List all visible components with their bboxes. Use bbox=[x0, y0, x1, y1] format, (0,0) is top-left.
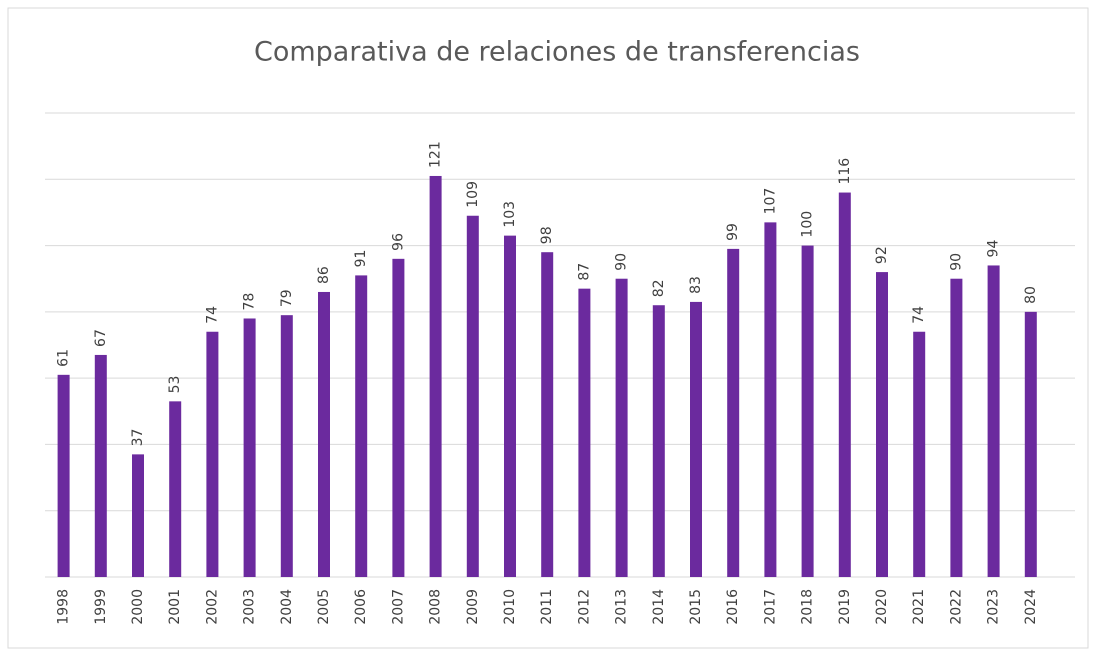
data-label: 90 bbox=[614, 253, 630, 271]
bar bbox=[355, 275, 368, 577]
bar bbox=[652, 305, 665, 577]
bar bbox=[950, 278, 963, 577]
x-tick-label: 2002 bbox=[204, 589, 220, 625]
bar bbox=[466, 215, 479, 577]
bar bbox=[94, 354, 107, 577]
bar bbox=[318, 291, 330, 577]
bar bbox=[727, 248, 740, 577]
x-tick-label: 2022 bbox=[948, 589, 964, 625]
x-tick-label: 2014 bbox=[651, 589, 667, 625]
bar bbox=[57, 374, 70, 577]
data-label: 91 bbox=[353, 250, 369, 268]
data-label: 100 bbox=[800, 211, 816, 238]
bar bbox=[615, 278, 628, 577]
data-label: 107 bbox=[762, 188, 778, 215]
data-label: 90 bbox=[948, 253, 964, 271]
data-label: 94 bbox=[986, 240, 1002, 258]
bar bbox=[243, 318, 256, 577]
x-tick-label: 2009 bbox=[465, 589, 481, 625]
x-tick-label: 2006 bbox=[353, 589, 369, 625]
bar bbox=[132, 454, 144, 577]
chart-title: Comparativa de relaciones de transferenc… bbox=[254, 37, 860, 68]
data-label: 86 bbox=[316, 266, 332, 284]
data-label: 80 bbox=[1023, 286, 1039, 304]
x-tick-label: 2012 bbox=[576, 589, 592, 625]
bar bbox=[206, 331, 219, 577]
bar bbox=[169, 401, 182, 577]
x-tick-label: 2007 bbox=[390, 589, 406, 625]
bar bbox=[801, 245, 814, 578]
x-tick-label: 2000 bbox=[130, 589, 146, 625]
bar bbox=[838, 192, 851, 578]
x-tick-label: 2005 bbox=[316, 589, 332, 625]
x-tick-label: 2017 bbox=[762, 589, 778, 625]
x-tick-label: 2015 bbox=[688, 589, 704, 625]
data-label: 67 bbox=[93, 329, 109, 347]
data-label: 99 bbox=[725, 223, 741, 241]
data-label: 37 bbox=[130, 429, 146, 447]
x-tick-label: 2004 bbox=[279, 589, 295, 625]
data-label: 83 bbox=[688, 276, 704, 294]
data-label: 74 bbox=[204, 306, 220, 324]
data-label: 61 bbox=[56, 349, 72, 367]
data-label: 78 bbox=[242, 293, 258, 311]
data-label: 74 bbox=[911, 306, 927, 324]
x-tick-label: 1999 bbox=[93, 589, 109, 625]
x-tick-label: 2023 bbox=[986, 589, 1002, 625]
chart-border bbox=[7, 7, 1089, 649]
x-tick-label: 2008 bbox=[428, 589, 444, 625]
data-label: 103 bbox=[502, 201, 518, 228]
x-tick-label: 2011 bbox=[539, 589, 555, 625]
data-label: 116 bbox=[837, 158, 853, 185]
x-tick-label: 2019 bbox=[837, 589, 853, 625]
bar bbox=[429, 175, 442, 577]
data-label: 92 bbox=[874, 246, 890, 264]
x-tick-label: 2003 bbox=[242, 589, 258, 625]
data-label: 121 bbox=[428, 141, 444, 168]
bar bbox=[987, 265, 1000, 577]
x-tick-label: 2010 bbox=[502, 589, 518, 625]
bar bbox=[876, 272, 888, 577]
data-label: 96 bbox=[390, 233, 406, 251]
x-tick-label: 2016 bbox=[725, 589, 741, 625]
x-tick-label: 2013 bbox=[614, 589, 630, 625]
x-tick-label: 2021 bbox=[911, 589, 927, 625]
bar bbox=[1024, 311, 1037, 577]
data-label: 82 bbox=[651, 279, 667, 297]
data-label: 98 bbox=[539, 226, 555, 244]
bar bbox=[764, 222, 777, 577]
data-label: 79 bbox=[279, 289, 295, 307]
x-tick-label: 2018 bbox=[800, 589, 816, 625]
bar bbox=[504, 235, 516, 577]
x-tick-label: 2020 bbox=[874, 589, 890, 625]
x-tick-label: 2001 bbox=[167, 589, 183, 625]
x-tick-label: 1998 bbox=[56, 589, 72, 625]
bar bbox=[578, 288, 591, 577]
bar bbox=[392, 258, 405, 577]
x-tick-label: 2024 bbox=[1023, 589, 1039, 625]
data-label: 87 bbox=[576, 263, 592, 281]
data-label: 53 bbox=[167, 376, 183, 394]
bar bbox=[280, 315, 293, 577]
data-label: 109 bbox=[465, 181, 481, 208]
bar bbox=[690, 301, 702, 577]
bar bbox=[913, 331, 926, 577]
bar bbox=[541, 252, 554, 577]
